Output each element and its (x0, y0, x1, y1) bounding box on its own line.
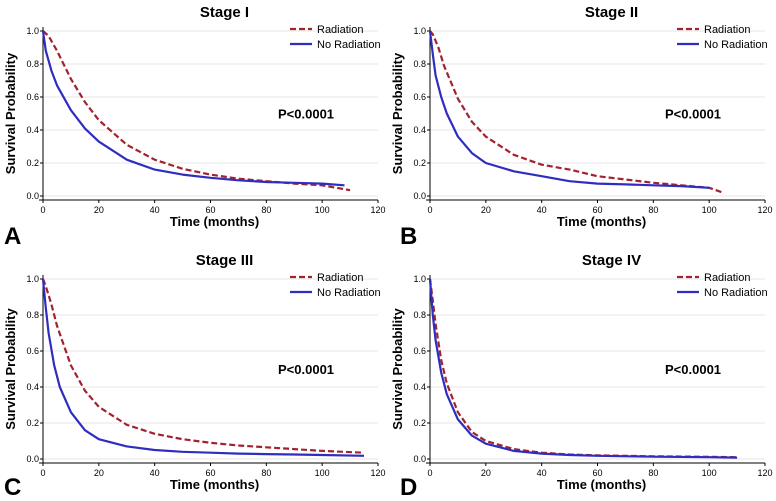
y-tick-label: 0.2 (413, 158, 426, 168)
y-tick-label: 0.0 (413, 191, 426, 201)
legend-label: No Radiation (317, 39, 381, 51)
y-axis-label: Survival Probability (3, 52, 18, 174)
y-tick-label: 0.2 (413, 418, 426, 428)
legend-label: No Radiation (704, 287, 768, 299)
y-tick-label: 0.6 (413, 346, 426, 356)
y-tick-label: 0.4 (26, 125, 39, 135)
y-axis-label: Survival Probability (390, 308, 405, 430)
x-tick-label: 80 (648, 205, 658, 215)
y-tick-label: 1.0 (413, 26, 426, 36)
legend-label: No Radiation (317, 287, 381, 299)
x-tick-label: 40 (537, 205, 547, 215)
panel-a: 0.0 0.2 0.4 0.6 0.8 1.0 0 20 40 60 80 100 120 Stage I… (3, 4, 386, 250)
series-line-radiation (429, 30, 724, 194)
x-tick-label: 60 (205, 468, 215, 478)
y-tick-label: 0.0 (26, 454, 39, 464)
x-axis-label: Time (months) (170, 214, 259, 229)
x-axis-label: Time (months) (557, 477, 646, 492)
x-tick-label: 120 (370, 205, 385, 215)
p-value-annotation: P<0.0001 (278, 107, 334, 122)
x-tick-label: 40 (537, 468, 547, 478)
series-line-no-radiation (41, 30, 345, 187)
panel-letter: C (4, 474, 21, 501)
x-tick-label: 120 (757, 205, 772, 215)
panel-letter: B (400, 223, 417, 250)
x-tick-label: 0 (427, 468, 432, 478)
panel-b: 0.0 0.2 0.4 0.6 0.8 1.0 0 20 40 60 80 100 120 Stage I… (390, 4, 773, 250)
y-tick-label: 0.6 (26, 92, 39, 102)
panel-c: 0.0 0.2 0.4 0.6 0.8 1.0 0 20 40 60 80 100 120 Stage I… (3, 252, 386, 501)
x-axis-label: Time (months) (170, 477, 259, 492)
x-tick-label: 20 (481, 468, 491, 478)
x-tick-label: 60 (592, 468, 602, 478)
y-tick-label: 0.4 (413, 125, 426, 135)
x-tick-label: 100 (702, 205, 717, 215)
x-tick-label: 80 (261, 468, 271, 478)
y-tick-label: 0.0 (413, 454, 426, 464)
y-tick-label: 0.0 (26, 191, 39, 201)
y-axis-label: Survival Probability (390, 52, 405, 174)
x-tick-label: 0 (40, 205, 45, 215)
x-tick-label: 120 (757, 468, 772, 478)
legend-label: Radiation (704, 272, 750, 284)
y-tick-label: 0.8 (413, 310, 426, 320)
x-axis-label: Time (months) (557, 214, 646, 229)
legend-label: No Radiation (704, 39, 768, 51)
y-tick-label: 0.2 (26, 158, 39, 168)
y-tick-label: 0.8 (413, 59, 426, 69)
y-tick-label: 0.6 (413, 92, 426, 102)
x-tick-label: 20 (94, 468, 104, 478)
x-tick-label: 40 (150, 468, 160, 478)
chart-title: Stage I (200, 4, 249, 21)
x-tick-label: 0 (40, 468, 45, 478)
x-tick-label: 100 (315, 205, 330, 215)
panel-letter: D (400, 474, 417, 501)
y-axis-label: Survival Probability (3, 308, 18, 430)
y-tick-label: 0.4 (26, 382, 39, 392)
y-tick-label: 0.8 (26, 59, 39, 69)
chart-title: Stage IV (582, 252, 641, 269)
y-tick-label: 0.2 (26, 418, 39, 428)
series-line-no-radiation (41, 278, 365, 457)
y-tick-label: 1.0 (26, 26, 39, 36)
series-line-no-radiation (428, 30, 710, 189)
x-tick-label: 80 (648, 468, 658, 478)
series-line-no-radiation (428, 278, 738, 459)
x-tick-label: 100 (315, 468, 330, 478)
x-tick-label: 20 (481, 205, 491, 215)
p-value-annotation: P<0.0001 (665, 107, 721, 122)
y-tick-label: 0.8 (26, 310, 39, 320)
legend-label: Radiation (317, 24, 363, 36)
legend-label: Radiation (704, 24, 750, 36)
panel-d: 0.0 0.2 0.4 0.6 0.8 1.0 0 20 40 60 80 100 120 Stage I… (390, 252, 773, 501)
x-tick-label: 40 (150, 205, 160, 215)
chart-title: Stage III (196, 252, 254, 269)
x-tick-label: 20 (94, 205, 104, 215)
p-value-annotation: P<0.0001 (665, 362, 721, 377)
y-tick-label: 0.6 (26, 346, 39, 356)
x-tick-label: 0 (427, 205, 432, 215)
legend-label: Radiation (317, 272, 363, 284)
y-tick-label: 0.4 (413, 382, 426, 392)
y-tick-label: 1.0 (26, 274, 39, 284)
panel-letter: A (4, 223, 21, 250)
p-value-annotation: P<0.0001 (278, 362, 334, 377)
x-tick-label: 80 (261, 205, 271, 215)
y-tick-label: 1.0 (413, 274, 426, 284)
x-tick-label: 60 (205, 205, 215, 215)
series-line-radiation (41, 278, 365, 454)
x-tick-label: 60 (592, 205, 602, 215)
x-tick-label: 120 (370, 468, 385, 478)
x-tick-label: 100 (702, 468, 717, 478)
chart-title: Stage II (585, 4, 638, 21)
